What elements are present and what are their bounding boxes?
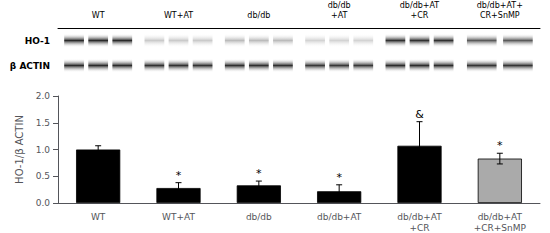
svg-text:0.5: 0.5 — [36, 171, 50, 181]
svg-text:WT+AT: WT+AT — [164, 11, 193, 20]
svg-text:β ACTIN: β ACTIN — [10, 61, 50, 71]
svg-text:1.0: 1.0 — [36, 145, 51, 155]
svg-text:db/db+AT: db/db+AT — [397, 212, 442, 222]
svg-text:*: * — [256, 167, 262, 180]
svg-text:db/db+AT: db/db+AT — [317, 212, 362, 222]
svg-text:WT: WT — [92, 11, 105, 20]
svg-text:db/db: db/db — [247, 11, 270, 20]
svg-text:0.0: 0.0 — [36, 198, 51, 208]
svg-text:+CR: +CR — [411, 11, 429, 20]
svg-text:HO-1: HO-1 — [25, 36, 50, 46]
svg-text:db/db: db/db — [246, 212, 272, 222]
svg-text:*: * — [336, 171, 342, 184]
svg-text:WT+AT: WT+AT — [162, 212, 195, 222]
svg-text:db/db: db/db — [328, 1, 351, 10]
svg-text:db/db+AT+: db/db+AT+ — [477, 1, 523, 10]
svg-text:+CR: +CR — [409, 223, 429, 233]
svg-text:&: & — [415, 108, 424, 121]
svg-text:HO-1/β ACTIN: HO-1/β ACTIN — [14, 115, 25, 184]
svg-text:2.0: 2.0 — [36, 91, 51, 101]
svg-text:db/db+AT: db/db+AT — [400, 1, 440, 10]
svg-text:WT: WT — [91, 212, 106, 222]
svg-text:db/db+AT: db/db+AT — [478, 212, 523, 222]
svg-text:+CR+SnMP: +CR+SnMP — [474, 223, 527, 233]
svg-text:+AT: +AT — [331, 11, 348, 20]
svg-text:1.5: 1.5 — [36, 118, 50, 128]
svg-text:*: * — [497, 139, 503, 152]
svg-text:CR+SnMP: CR+SnMP — [480, 11, 520, 20]
svg-text:*: * — [176, 169, 182, 182]
